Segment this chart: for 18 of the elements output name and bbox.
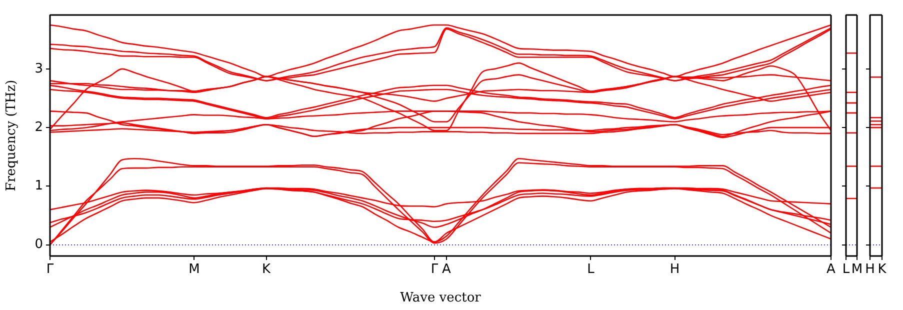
x-tick-label: K bbox=[262, 262, 272, 278]
x-tick-label: H bbox=[670, 262, 680, 278]
x-tick-label: A bbox=[826, 262, 836, 278]
y-tick-label: 1 bbox=[34, 178, 43, 194]
x-tick-label: L bbox=[842, 262, 850, 278]
x-tick-label: L bbox=[587, 262, 596, 278]
x-tick-label: K bbox=[878, 262, 887, 278]
y-tick-label: 3 bbox=[34, 61, 43, 76]
x-axis-title: Wave vector bbox=[400, 290, 482, 306]
x-tick-label: A bbox=[442, 262, 452, 278]
y-tick-label: 2 bbox=[34, 120, 43, 135]
x-tick-label: H bbox=[865, 262, 875, 278]
y-tick-label: 0 bbox=[34, 237, 43, 252]
x-tick-label: Γ bbox=[430, 262, 439, 278]
x-tick-label: Γ bbox=[46, 262, 54, 278]
y-axis-title: Frequency (THz) bbox=[4, 80, 20, 192]
x-tick-label: M bbox=[851, 262, 863, 278]
x-tick-label: M bbox=[188, 262, 200, 278]
